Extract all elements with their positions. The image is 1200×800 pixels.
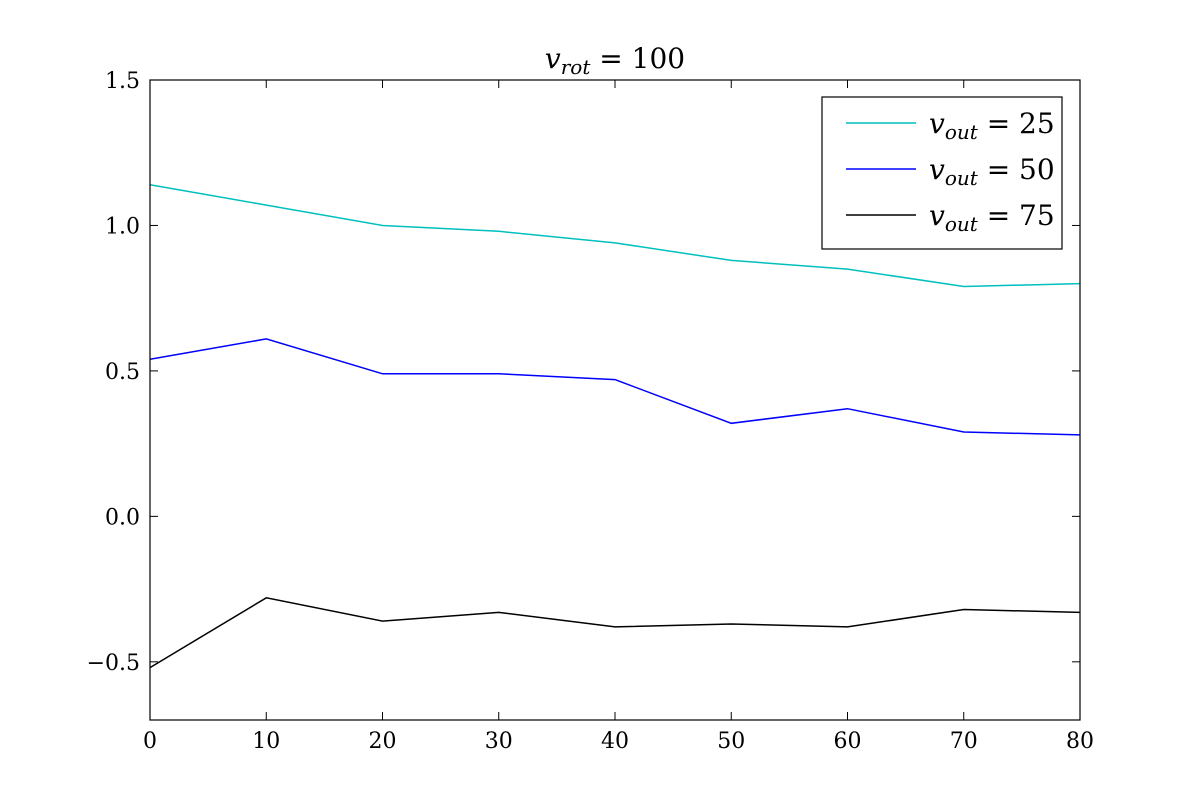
x-tick-label: 60 <box>834 729 862 754</box>
x-tick-label: 80 <box>1066 729 1094 754</box>
series-layer <box>149 183 1081 669</box>
chart-title: vrot = 100 <box>545 42 685 79</box>
plot-frame <box>149 79 1081 721</box>
series-line-1 <box>149 183 1081 288</box>
x-tick-label: 70 <box>950 729 978 754</box>
axes-layer: 0 10 20 30 40 50 60 70 80 −0.5 0.0 0.5 1.0 1.5 <box>87 69 1094 754</box>
series-line-2 <box>149 338 1081 436</box>
legend-label: vout = 50 <box>929 153 1055 190</box>
x-tick-label: 40 <box>601 729 629 754</box>
x-tick-label: 0 <box>143 729 157 754</box>
title-rest: = 100 <box>590 42 685 75</box>
legend: vout = 25 vout = 50 vout = 75 <box>821 96 1063 250</box>
y-tick-label: 0.0 <box>105 505 140 530</box>
title-var: v <box>545 42 561 75</box>
title-sub: rot <box>561 55 592 79</box>
y-tick-label: −0.5 <box>87 651 140 676</box>
y-tick-label: 0.5 <box>105 360 140 385</box>
x-tick-label: 50 <box>717 729 745 754</box>
legend-label: vout = 25 <box>929 107 1055 144</box>
x-tick-label: 20 <box>369 729 397 754</box>
y-tick-label: 1.5 <box>105 69 140 94</box>
x-tick-label: 30 <box>485 729 513 754</box>
y-tick-label: 1.0 <box>105 214 140 239</box>
legend-label: vout = 75 <box>929 199 1055 236</box>
x-tick-label: 10 <box>252 729 280 754</box>
series-line-3 <box>149 597 1081 669</box>
